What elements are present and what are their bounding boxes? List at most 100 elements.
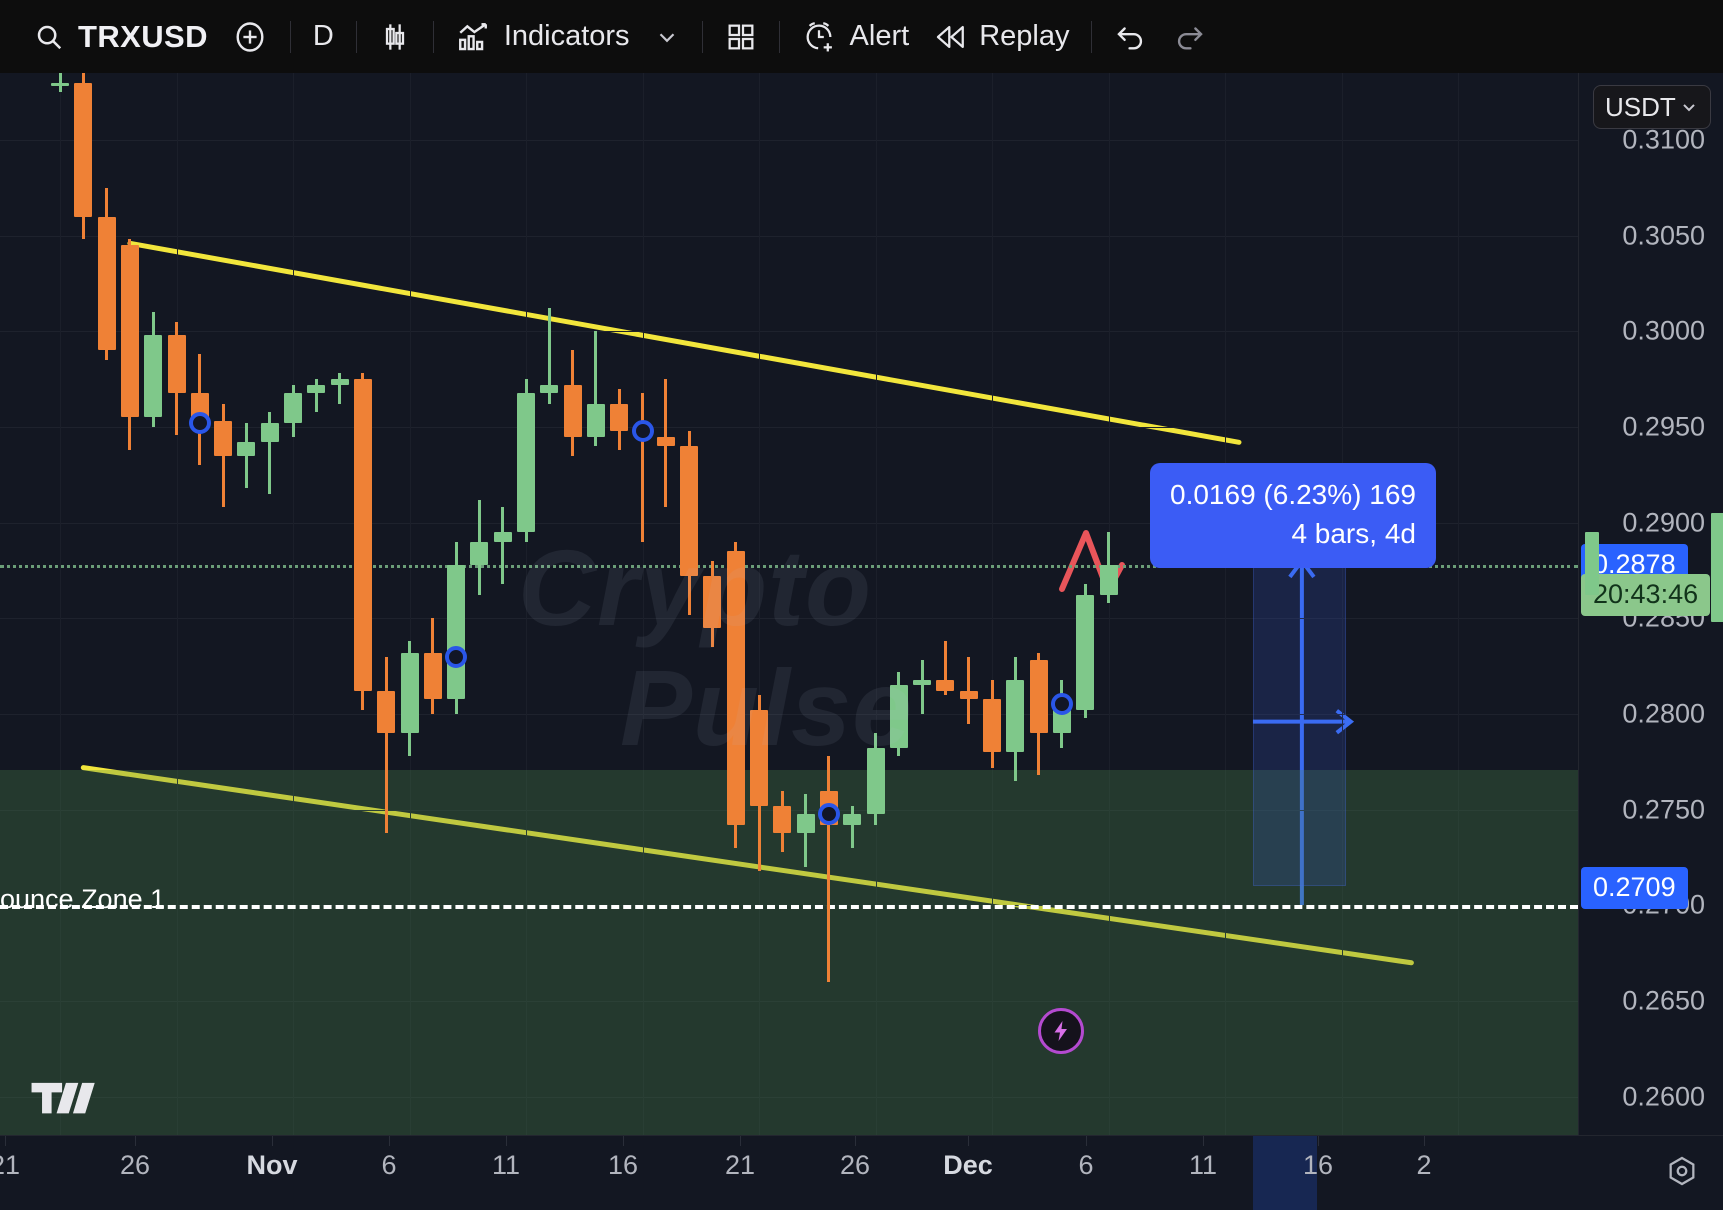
indicators-dropdown-button[interactable]: [642, 14, 692, 60]
candle-body: [377, 691, 396, 734]
signal-marker[interactable]: [445, 645, 468, 668]
add-symbol-button[interactable]: [220, 14, 280, 60]
trendline-support[interactable]: [80, 765, 1414, 966]
time-axis-highlight: [1252, 1136, 1317, 1210]
signal-marker[interactable]: [188, 412, 211, 435]
candle-body: [680, 446, 699, 577]
signal-marker[interactable]: [1050, 693, 1073, 716]
candle-wick: [920, 660, 924, 715]
redo-button[interactable]: [1160, 14, 1218, 60]
gridline-horizontal: [0, 618, 1578, 620]
signal-marker[interactable]: [631, 419, 654, 442]
measurement-duration: 4 bars, 4d: [1291, 517, 1416, 549]
toolbar-divider: [432, 20, 434, 53]
time-axis[interactable]: 21 26 Nov 6 11 16 21 26 Dec 6 11 16 2: [0, 1135, 1723, 1210]
candle-wick: [501, 507, 505, 584]
candle-body: [74, 82, 93, 217]
rewind-icon: [933, 20, 967, 54]
candle-body: [353, 379, 372, 692]
grid-layout-icon: [725, 21, 757, 53]
time-axis-tick-label: 26: [839, 1150, 871, 1180]
candle-body: [656, 436, 675, 447]
gridline-vertical: [992, 73, 993, 1135]
price-axis-candle-edge: [1711, 513, 1723, 623]
symbol-search-button[interactable]: TRXUSD: [22, 14, 220, 60]
candle-body: [307, 384, 326, 393]
chart-pane[interactable]: Crypto Pulse 0.0169 (6.23%) 169 4 bars, …: [0, 73, 1578, 1135]
time-axis-tick-label: 21: [724, 1150, 756, 1180]
event-marker-button[interactable]: [1038, 1008, 1084, 1054]
time-axis-tick: [1203, 1136, 1204, 1146]
time-axis-tick: [1318, 1136, 1319, 1146]
gridline-vertical: [176, 73, 178, 1135]
measurement-tooltip: 0.0169 (6.23%) 169 4 bars, 4d: [1150, 463, 1436, 569]
candle-body: [120, 245, 139, 418]
replay-button[interactable]: Replay: [921, 14, 1081, 60]
layout-button[interactable]: [713, 14, 769, 60]
candle-body: [1076, 595, 1095, 711]
candle-body: [214, 421, 233, 456]
chevron-down-icon: [1679, 97, 1699, 117]
gridline-horizontal: [0, 522, 1578, 524]
currency-selector[interactable]: USDT: [1593, 85, 1711, 129]
toolbar-divider: [701, 20, 703, 53]
candle-body: [540, 384, 559, 393]
candle-wick: [594, 331, 598, 447]
undo-button[interactable]: [1102, 14, 1160, 60]
gridline-vertical: [526, 73, 527, 1135]
time-axis-tick: [389, 1136, 390, 1146]
interval-button[interactable]: D: [301, 14, 346, 60]
candle-body: [97, 216, 116, 351]
time-axis-tick-label: 26: [119, 1150, 151, 1180]
time-axis-tick-label: 11: [491, 1150, 521, 1180]
time-axis-tick: [740, 1136, 741, 1146]
projection-rectangle[interactable]: [1252, 564, 1347, 887]
gridline-vertical: [1458, 73, 1459, 1135]
indicators-button[interactable]: Indicators: [444, 14, 642, 60]
candle-wick: [547, 308, 551, 405]
alert-button[interactable]: Alert: [790, 14, 922, 60]
last-price-line: [0, 564, 1578, 568]
gridline-vertical: [1225, 73, 1226, 1135]
time-axis-tick: [272, 1136, 273, 1146]
gridline-vertical: [60, 73, 61, 1135]
time-axis-tick: [135, 1136, 136, 1146]
time-axis-tick: [623, 1136, 624, 1146]
gridline-vertical: [1108, 73, 1110, 1135]
time-axis-tick-label: 21: [0, 1150, 21, 1180]
bar-countdown-badge[interactable]: 20:43:46: [1581, 574, 1711, 617]
chart-style-button[interactable]: [367, 14, 423, 60]
candle-body: [51, 82, 69, 87]
price-axis-tick-label: 0.2600: [1622, 1081, 1705, 1112]
watermark-line2: Pulse: [620, 647, 914, 768]
time-axis-tick-label: 6: [381, 1150, 397, 1180]
candle-body: [260, 423, 279, 443]
candle-wick: [943, 641, 947, 695]
candle-body: [866, 748, 885, 814]
time-axis-tick-label: 6: [1078, 1150, 1094, 1180]
search-icon: [34, 22, 64, 52]
candlestick-icon: [379, 21, 411, 53]
time-axis-tick-label: 16: [1302, 1150, 1334, 1180]
candle-wick: [244, 423, 248, 489]
candle-body: [796, 813, 815, 833]
candle-wick: [827, 756, 831, 982]
candle-body: [563, 384, 582, 437]
currency-label: USDT: [1605, 91, 1676, 122]
candle-wick: [641, 392, 644, 542]
plus-circle-icon: [232, 19, 268, 55]
trendline-resistance[interactable]: [127, 240, 1242, 445]
candle-body: [773, 805, 792, 833]
price-axis[interactable]: USDT 0.3100 0.3050 0.3000 0.2950 0.2900 0.285…: [1578, 73, 1723, 1135]
gridline-horizontal: [0, 235, 1578, 237]
candle-body: [889, 685, 908, 749]
axis-settings-icon[interactable]: [1665, 1154, 1699, 1188]
bounce-zone-boundary-line[interactable]: [0, 905, 1578, 910]
chart-area: Crypto Pulse 0.0169 (6.23%) 169 4 bars, …: [0, 73, 1723, 1210]
candle-body: [586, 404, 605, 437]
signal-marker[interactable]: [817, 802, 840, 825]
candle-body: [447, 564, 466, 699]
target-price-badge[interactable]: 0.2709: [1581, 867, 1688, 910]
lightning-bolt-icon: [1054, 1021, 1067, 1041]
